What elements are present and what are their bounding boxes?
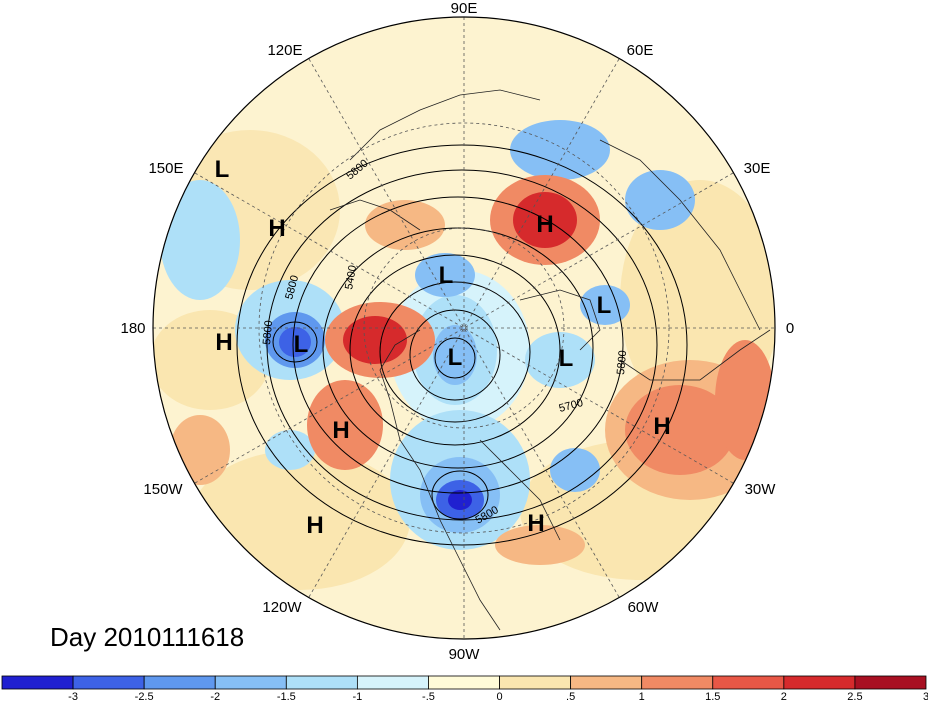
colorbar-tick-label: 1.5 [705, 691, 720, 702]
map-border [152, 16, 776, 640]
low-pressure-center: L [215, 156, 230, 183]
lon-label-60w: 60W [628, 599, 660, 616]
map-title: Day 2010111618 [50, 622, 244, 652]
colorbar: -3 -2.5 -2 -1.5 -1 -.5 0 .5 1 1.5 2 2.5 3 [1, 675, 928, 702]
colorbar-tick-label: 2 [781, 691, 787, 702]
coastlines [329, 89, 771, 631]
lon-label-150w: 150W [143, 481, 183, 498]
colorbar-tick-label: -3 [68, 691, 78, 702]
low-pressure-center: L [559, 345, 574, 372]
lon-label-30e: 30E [744, 160, 771, 177]
colorbar-swatch [356, 675, 429, 690]
lon-label-90w: 90W [449, 646, 481, 663]
colorbar-tick-label: -2.5 [135, 691, 154, 702]
colorbar-swatch [428, 675, 500, 690]
colorbar-swatch [1, 675, 74, 690]
longitude-labels: 90E 60E 30E 0 30W 60W 90W 120W 150W 180 … [120, 0, 794, 663]
high-pressure-center: H [536, 211, 553, 238]
high-pressure-center: H [306, 512, 323, 539]
graticule [153, 17, 775, 639]
high-pressure-center: H [268, 215, 285, 242]
colorbar-swatch [854, 675, 927, 690]
colorbar-swatch [285, 675, 358, 690]
lon-label-120e: 120E [267, 42, 302, 59]
colorbar-tick-label: 2.5 [847, 691, 862, 702]
colorbar-swatch [641, 675, 714, 690]
high-pressure-center: H [332, 417, 349, 444]
high-pressure-center: H [653, 413, 670, 440]
colorbar-swatch [72, 675, 145, 690]
colorbar-swatch [143, 675, 216, 690]
colorbar-swatch [712, 675, 785, 690]
colorbar-tick-label: .5 [566, 691, 575, 702]
high-pressure-center: H [527, 510, 544, 537]
high-pressure-center: H [215, 329, 232, 356]
low-pressure-center: L [597, 292, 612, 319]
pressure-centers: L H H L L H L L L H H H H [215, 156, 671, 539]
low-pressure-center: L [439, 262, 454, 289]
colorbar-swatch [499, 675, 572, 690]
colorbar-swatch [214, 675, 287, 690]
lon-label-90e: 90E [451, 0, 478, 17]
low-pressure-center: L [294, 331, 309, 358]
contour-label: 5800 [261, 320, 275, 345]
colorbar-tick-label: 3 [923, 691, 928, 702]
colorbar-tick-label: -2 [210, 691, 220, 702]
colorbar-tick-label: -1.5 [277, 691, 296, 702]
lon-label-0: 0 [786, 320, 794, 337]
colorbar-tick-label: -1 [352, 691, 362, 702]
colorbar-tick-label: 0 [496, 691, 502, 702]
lon-label-180: 180 [120, 320, 145, 337]
colorbar-swatch [570, 675, 643, 690]
low-pressure-center: L [448, 344, 463, 371]
contour-label: 5400 [343, 264, 359, 290]
colorbar-tick-label: -.5 [422, 691, 435, 702]
colorbar-swatch [783, 675, 856, 690]
lon-label-150e: 150E [148, 160, 183, 177]
lon-label-120w: 120W [262, 599, 302, 616]
lon-label-60e: 60E [627, 42, 654, 59]
lon-label-30w: 30W [745, 481, 777, 498]
contour-label: 5800 [615, 350, 629, 375]
height-contours [236, 144, 688, 546]
colorbar-tick-label: 1 [639, 691, 645, 702]
